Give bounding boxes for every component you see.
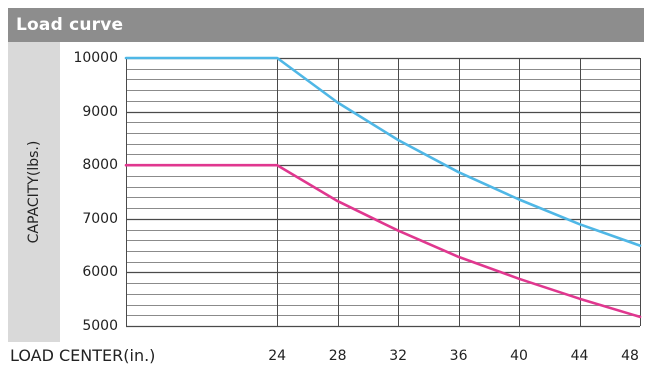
y-tick-label: 7000 xyxy=(82,210,118,227)
y-axis-panel xyxy=(8,42,60,342)
y-tick-label: 10000 xyxy=(73,50,118,66)
x-tick-label: 40 xyxy=(510,348,528,364)
y-tick-label: 6000 xyxy=(82,264,118,281)
y-tick-label: 5000 xyxy=(82,318,118,334)
x-axis-label: LOAD CENTER(in.) xyxy=(10,346,156,365)
series-line-1 xyxy=(124,56,642,247)
chart-title: Load curve xyxy=(16,15,124,35)
x-tick-label: 48 xyxy=(621,348,639,364)
y-tick-label: 8000 xyxy=(82,157,118,174)
x-tick-label: 36 xyxy=(449,348,468,364)
x-tick-label: 28 xyxy=(328,348,347,364)
y-tick-label: 9000 xyxy=(82,103,118,120)
chart-header: Load curve xyxy=(8,8,644,42)
series-line-2 xyxy=(124,163,642,319)
x-tick-label: 44 xyxy=(570,348,589,364)
x-tick-label: 24 xyxy=(268,348,287,364)
x-tick-label: 32 xyxy=(389,348,408,364)
